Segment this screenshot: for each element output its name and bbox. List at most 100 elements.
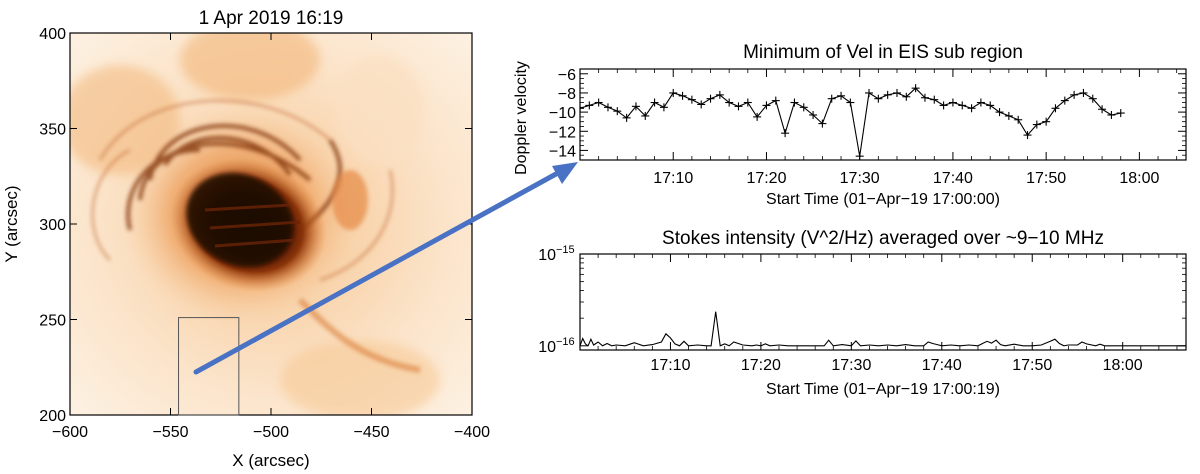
doppler-data-point [622,113,631,122]
doppler-data-point [790,98,799,107]
stokes-x-tick-label: 18:00 [1103,357,1143,374]
doppler-x-ticks: 17:10 17:20 17:30 17:40 17:50 18:00 [598,69,1178,187]
doppler-plot-title: Minimum of Vel in EIS sub region [743,42,1023,63]
doppler-data-point [725,98,734,107]
stokes-x-tick-label: 17:40 [922,357,962,374]
doppler-data-point [659,103,668,112]
doppler-data-point [678,91,687,100]
image-y-tick-label: 200 [39,408,66,425]
doppler-data-point [687,95,696,104]
stokes-y-tick-label: 10 [538,247,556,264]
doppler-data-point [1023,131,1032,140]
doppler-data-point [827,94,836,103]
doppler-data-point [715,90,724,99]
doppler-y-tick-label: −14 [549,143,576,160]
doppler-data-point [958,101,967,110]
stokes-x-tick-label: 17:10 [650,357,690,374]
image-y-ticks: 200 250 300 350 400 [39,26,472,425]
doppler-data-point [865,88,874,97]
eis-subregion-box [178,317,240,416]
doppler-x-label: Start Time (01−Apr−19 17:00:00) [766,191,1000,208]
doppler-data-point [706,94,715,103]
stokes-x-tick-label: 17:50 [1012,357,1052,374]
doppler-data-point [1014,115,1023,124]
image-y-tick-label: 250 [39,313,66,330]
stokes-series-line [580,311,1186,347]
doppler-data-point [771,96,780,105]
doppler-data-point [580,104,584,113]
doppler-data-point [967,104,976,113]
doppler-data-point [855,152,864,160]
image-x-label: X (arcsec) [232,451,309,470]
doppler-data-point [986,101,995,110]
doppler-data-point [1079,88,1088,97]
image-x-tick-label: −450 [353,424,389,441]
doppler-data-point [976,98,985,107]
doppler-data-point [846,98,855,107]
doppler-data-point [1060,96,1069,105]
doppler-data-point [762,101,771,110]
doppler-data-point [799,103,808,112]
image-y-label: Y (arcsec) [2,185,21,262]
doppler-y-tick-label: −10 [549,105,576,122]
doppler-y-tick-label: −12 [549,124,576,141]
connector-arrow [193,162,578,375]
doppler-data-point [883,90,892,99]
doppler-data-point [874,94,883,103]
doppler-data-point [1116,109,1125,118]
image-x-tick-label: −600 [52,424,88,441]
doppler-data-point [902,92,911,101]
doppler-data-point [594,98,603,107]
doppler-x-tick-label: 17:30 [840,170,880,187]
image-x-tick-label: −550 [152,424,188,441]
doppler-data-point [920,93,929,102]
stokes-plot-title: Stokes intensity (V^2/Hz) averaged over … [662,228,1104,249]
stokes-intensity-plot: Stokes intensity (V^2/Hz) averaged over … [538,228,1187,398]
doppler-x-tick-label: 17:20 [746,170,786,187]
stokes-x-ticks: 17:10 17:20 17:30 17:40 17:50 18:00 [597,254,1178,374]
doppler-data-point [650,98,659,107]
doppler-data-point [995,108,1004,117]
doppler-data-point [930,95,939,104]
doppler-data-point [892,88,901,97]
image-x-tick-label: −400 [454,424,490,441]
doppler-velocity-plot: Minimum of Vel in EIS sub region −6 −8 −10… [513,42,1187,208]
image-y-tick-label: 400 [39,26,66,43]
doppler-data-point [1032,120,1041,129]
stokes-y-tick-exponent: −16 [556,336,575,348]
doppler-data-point [948,98,957,107]
doppler-axes-frame [579,68,1187,161]
doppler-data-point [1107,110,1116,119]
stokes-x-tick-label: 17:20 [741,357,781,374]
doppler-series-line [580,87,1121,157]
doppler-data-point [1070,90,1079,99]
doppler-data-point [939,101,948,110]
doppler-data-point [1098,105,1107,114]
stokes-x-tick-label: 17:30 [831,357,871,374]
image-y-tick-label: 350 [39,122,66,139]
doppler-x-tick-label: 17:10 [653,170,693,187]
image-x-tick-label: −500 [253,424,289,441]
doppler-data-point [697,100,706,109]
doppler-x-tick-label: 17:40 [933,170,973,187]
doppler-data-point [911,84,920,93]
solar-intensity-map [70,33,472,415]
doppler-data-point [1088,94,1097,103]
image-x-ticks: −600 −550 −500 −450 −400 [52,33,490,441]
doppler-x-tick-label: 17:50 [1026,170,1066,187]
doppler-data-point [837,91,846,100]
doppler-data-point [585,101,594,110]
stokes-y-tick-label: 10 [538,339,556,356]
image-y-tick-label: 300 [39,217,66,234]
doppler-data-point [809,110,818,119]
doppler-y-ticks: −6 −8 −10 −12 −14 [549,67,1186,160]
doppler-data-point [669,88,678,97]
stokes-axes-frame [579,253,1187,351]
doppler-data-point [641,111,650,120]
doppler-y-label: Doppler velocity [513,61,530,175]
doppler-data-point [743,98,752,107]
doppler-data-point [603,103,612,112]
stokes-y-tick-exponent: −15 [556,244,575,256]
